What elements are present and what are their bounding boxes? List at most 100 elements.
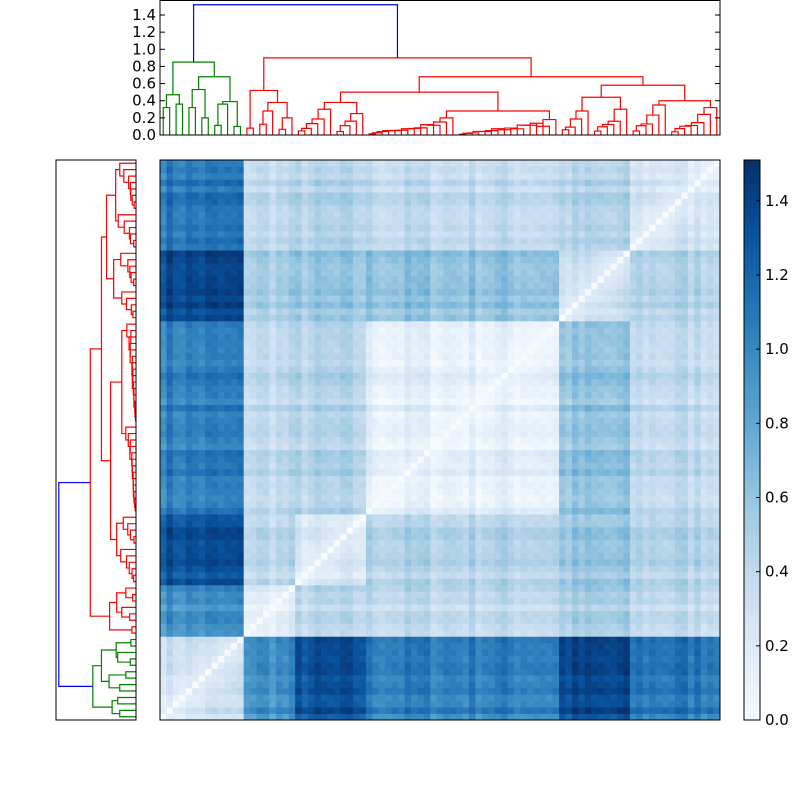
heatmap-cell xyxy=(643,623,650,630)
heatmap-cell xyxy=(694,540,701,547)
heatmap-cell xyxy=(701,385,708,392)
heatmap-cell xyxy=(488,669,495,676)
heatmap-cell xyxy=(257,514,264,521)
heatmap-cell xyxy=(572,559,579,566)
heatmap-cell xyxy=(707,469,714,476)
heatmap-cell xyxy=(302,488,309,495)
heatmap-cell xyxy=(604,604,611,611)
heatmap-cell xyxy=(585,662,592,669)
heatmap-cell xyxy=(701,546,708,553)
heatmap-cell xyxy=(218,417,225,424)
heatmap-cell xyxy=(578,714,585,721)
heatmap-cell xyxy=(417,662,424,669)
heatmap-cell xyxy=(366,559,373,566)
heatmap-cell xyxy=(276,553,283,560)
heatmap-cell xyxy=(463,405,470,412)
heatmap-cell xyxy=(347,669,354,676)
heatmap-cell xyxy=(379,488,386,495)
heatmap-cell xyxy=(675,598,682,605)
heatmap-cell xyxy=(546,533,553,540)
heatmap-cell xyxy=(308,572,315,579)
heatmap-cell xyxy=(186,681,193,688)
heatmap-cell xyxy=(173,430,180,437)
heatmap-cell xyxy=(643,501,650,508)
heatmap-cell xyxy=(604,379,611,386)
heatmap-cell xyxy=(308,623,315,630)
heatmap-cell xyxy=(675,379,682,386)
heatmap-cell xyxy=(643,643,650,650)
heatmap-cell xyxy=(488,604,495,611)
heatmap-cell xyxy=(257,437,264,444)
heatmap-cell xyxy=(630,675,637,682)
heatmap-cell xyxy=(192,636,199,643)
heatmap-cell xyxy=(630,707,637,714)
heatmap-cell xyxy=(533,630,540,637)
heatmap-cell xyxy=(276,392,283,399)
heatmap-cell xyxy=(662,643,669,650)
heatmap-cell xyxy=(282,553,289,560)
heatmap-cell xyxy=(501,591,508,598)
heatmap-cell xyxy=(366,398,373,405)
heatmap-cell xyxy=(604,611,611,618)
heatmap-cell xyxy=(411,611,418,618)
heatmap-cell xyxy=(398,527,405,534)
heatmap-cell xyxy=(488,701,495,708)
heatmap-cell xyxy=(456,520,463,527)
heatmap-cell xyxy=(276,411,283,418)
heatmap-cell xyxy=(456,533,463,540)
heatmap-cell xyxy=(244,508,251,515)
heatmap-cell xyxy=(611,611,618,618)
heatmap-cell xyxy=(533,643,540,650)
heatmap-cell xyxy=(385,630,392,637)
heatmap-cell xyxy=(379,662,386,669)
heatmap-cell xyxy=(559,688,566,695)
heatmap-cell xyxy=(289,669,296,676)
heatmap-cell xyxy=(385,578,392,585)
heatmap-cell xyxy=(604,514,611,521)
heatmap-cell xyxy=(295,437,302,444)
heatmap-cell xyxy=(392,656,399,663)
heatmap-cell xyxy=(662,546,669,553)
heatmap-cell xyxy=(366,669,373,676)
heatmap-cell xyxy=(417,508,424,515)
heatmap-cell xyxy=(192,585,199,592)
heatmap-cell xyxy=(533,591,540,598)
heatmap-cell xyxy=(186,688,193,695)
heatmap-cell xyxy=(553,714,560,721)
heatmap-cell xyxy=(430,508,437,515)
heatmap-cell xyxy=(636,694,643,701)
heatmap-cell xyxy=(662,681,669,688)
heatmap-cell xyxy=(598,443,605,450)
heatmap-cell xyxy=(643,559,650,566)
heatmap-cell xyxy=(527,649,534,656)
heatmap-cell xyxy=(224,553,231,560)
heatmap-cell xyxy=(250,623,257,630)
dendrogram-link xyxy=(116,170,120,221)
heatmap-cell xyxy=(475,430,482,437)
heatmap-cell xyxy=(546,520,553,527)
heatmap-cell xyxy=(321,385,328,392)
heatmap-cell xyxy=(566,475,573,482)
heatmap-cell xyxy=(585,688,592,695)
heatmap-cell xyxy=(520,488,527,495)
heatmap-cell xyxy=(398,617,405,624)
heatmap-cell xyxy=(302,527,309,534)
heatmap-cell xyxy=(327,540,334,547)
heatmap-cell xyxy=(456,617,463,624)
heatmap-cell xyxy=(585,591,592,598)
heatmap-cell xyxy=(456,694,463,701)
heatmap-cell xyxy=(166,463,173,470)
heatmap-cell xyxy=(218,643,225,650)
heatmap-cell xyxy=(566,417,573,424)
heatmap-cell xyxy=(321,488,328,495)
heatmap-cell xyxy=(527,463,534,470)
heatmap-cell xyxy=(553,675,560,682)
heatmap-cell xyxy=(160,398,167,405)
heatmap-cell xyxy=(166,566,173,573)
heatmap-cell xyxy=(218,707,225,714)
heatmap-cell xyxy=(630,623,637,630)
heatmap-cell xyxy=(495,514,502,521)
heatmap-cell xyxy=(276,430,283,437)
heatmap-cell xyxy=(546,508,553,515)
heatmap-cell xyxy=(186,546,193,553)
